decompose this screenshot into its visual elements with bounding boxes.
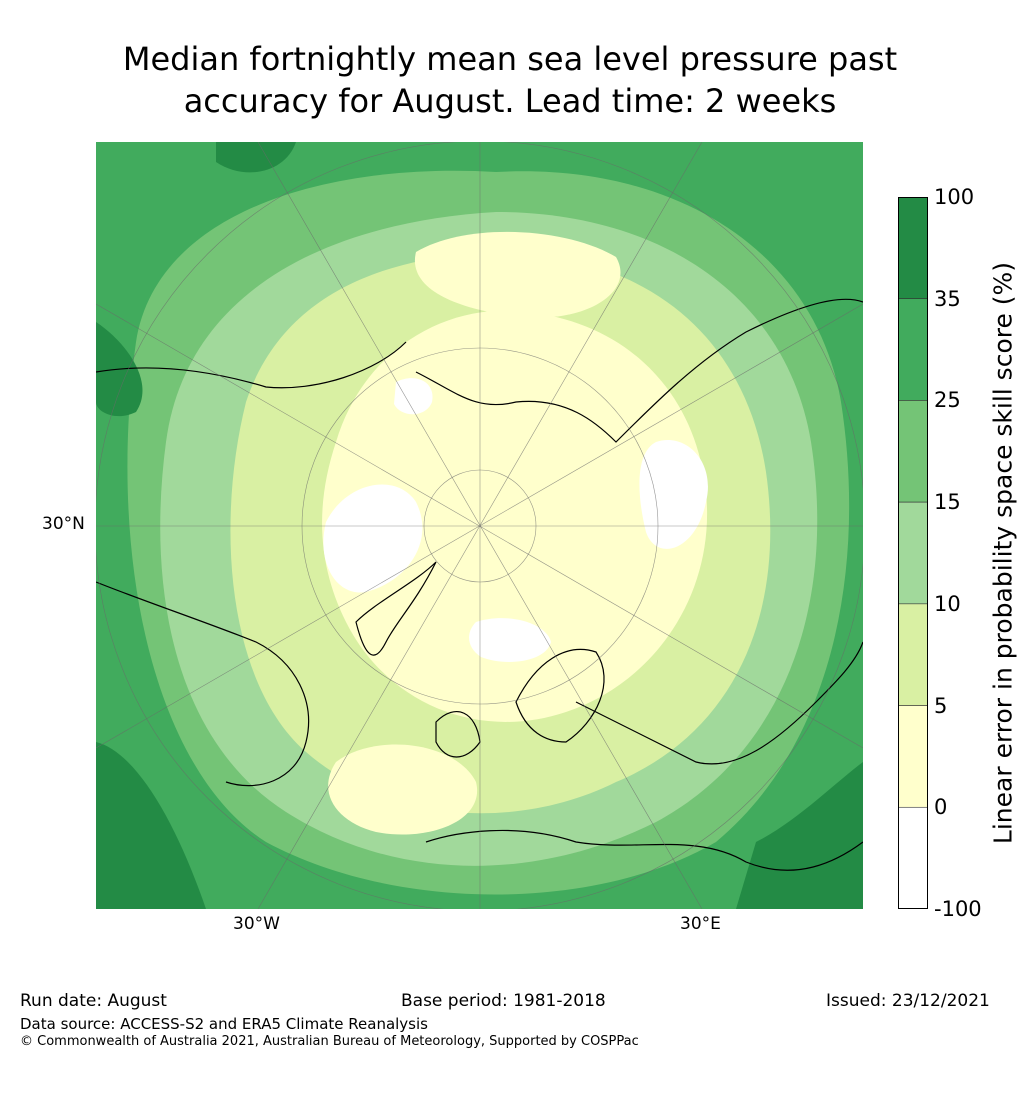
title-line-2: accuracy for August. Lead time: 2 weeks <box>183 82 837 120</box>
colorbar-swatch <box>898 603 928 706</box>
colorbar-swatch <box>898 298 928 401</box>
colorbar-swatch <box>898 705 928 808</box>
skill-score-map <box>96 142 863 909</box>
colorbar-tick-label: 25 <box>934 388 961 413</box>
lon-label-30e: 30°E <box>680 914 721 934</box>
run-date: Run date: August <box>20 991 167 1011</box>
negative-skill-patch <box>323 484 423 593</box>
band-35-100 <box>96 742 206 909</box>
colorbar-title: Linear error in probability space skill … <box>988 261 1018 845</box>
band-0-5-north-pacific <box>414 231 621 318</box>
band-0-5-atlantic <box>328 744 478 835</box>
page-title: Median fortnightly mean sea level pressu… <box>0 38 1020 122</box>
negative-skill-patch <box>639 440 708 549</box>
band-35-100 <box>736 762 863 909</box>
colorbar-swatch <box>898 197 928 300</box>
colorbar-tick-label: 100 <box>934 185 975 209</box>
lat-label-30n: 30°N <box>42 514 85 534</box>
lon-label-30w: 30°W <box>233 914 280 934</box>
band-35-100 <box>216 142 296 173</box>
colorbar-tick-label: 10 <box>934 591 961 616</box>
colorbar-swatch <box>898 501 928 605</box>
data-source: Data source: ACCESS-S2 and ERA5 Climate … <box>20 1015 428 1033</box>
colorbar <box>898 197 928 909</box>
colorbar-swatch <box>898 806 928 909</box>
copyright: © Commonwealth of Australia 2021, Austra… <box>20 1034 639 1049</box>
colorbar-swatch <box>898 400 928 503</box>
base-period: Base period: 1981-2018 <box>401 991 606 1011</box>
colorbar-tick-label: 35 <box>934 286 961 311</box>
graticule <box>96 142 863 909</box>
title-line-1: Median fortnightly mean sea level pressu… <box>122 40 898 78</box>
colorbar-tick-label: 15 <box>934 490 961 515</box>
colorbar-tick-label: 5 <box>934 693 948 718</box>
colorbar-tick-label: 0 <box>934 795 948 820</box>
colorbar-tick-label: -100 <box>934 897 982 921</box>
coastlines <box>96 298 863 871</box>
issued-date: Issued: 23/12/2021 <box>826 991 990 1011</box>
negative-skill-patch <box>469 618 551 662</box>
negative-skill-patch <box>394 378 433 415</box>
